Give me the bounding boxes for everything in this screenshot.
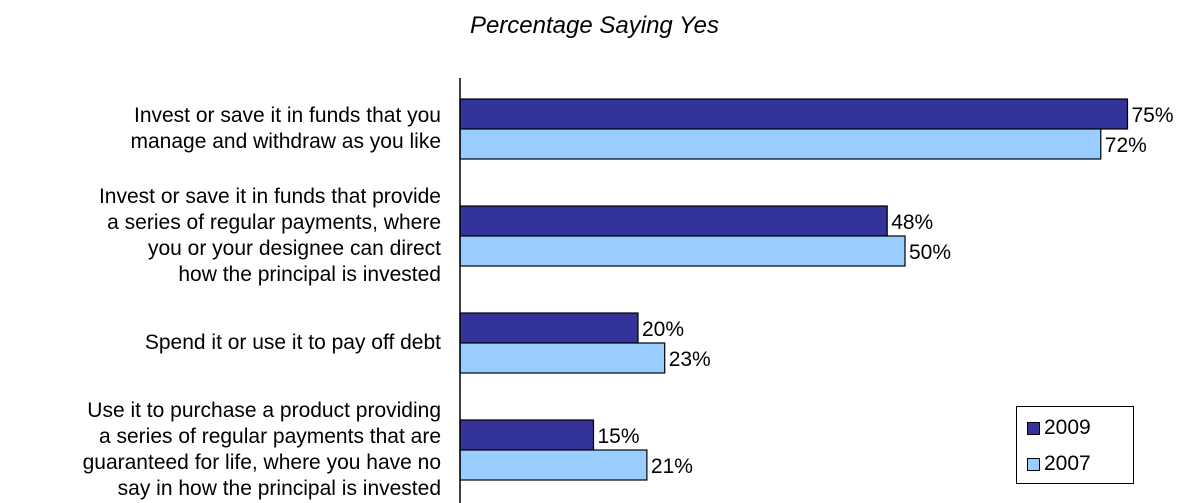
value-label-2009-3: 15% xyxy=(598,425,640,448)
bar-2009-2 xyxy=(459,312,639,344)
category-label-2-line-0: Spend it or use it to pay off debt xyxy=(144,331,441,354)
legend-swatch-2007 xyxy=(1027,457,1040,471)
legend-item-2009: 2009 xyxy=(1027,416,1091,440)
legend-item-2007: 2007 xyxy=(1027,452,1091,476)
category-label-2: Spend it or use it to pay off debt xyxy=(145,330,441,356)
bar-2007-3 xyxy=(459,449,648,481)
category-label-0-line-1: manage and withdraw as you like xyxy=(130,130,441,153)
bars-group xyxy=(459,98,1129,481)
bar-2009-3 xyxy=(459,419,595,451)
value-label-2007-1: 50% xyxy=(909,241,951,264)
legend-label-2007: 2007 xyxy=(1044,452,1091,475)
category-label-3: Use it to purchase a product providing a … xyxy=(83,398,441,502)
category-label-1-line-1: a series of regular payments, where xyxy=(107,211,441,234)
category-label-3-line-0: Use it to purchase a product providing xyxy=(87,399,441,422)
value-label-2007-0: 72% xyxy=(1105,134,1147,157)
value-label-2007-2: 23% xyxy=(669,348,711,371)
value-label-2009-1: 48% xyxy=(891,211,933,234)
value-label-2009-2: 20% xyxy=(642,318,684,341)
category-label-1: Invest or save it in funds that provide a… xyxy=(99,184,441,288)
legend-swatch-2009 xyxy=(1027,421,1040,435)
value-label-2007-3: 21% xyxy=(651,455,693,478)
category-label-1-line-3: how the principal is invested xyxy=(178,263,441,286)
bar-2009-1 xyxy=(459,205,888,237)
chart-title: Percentage Saying Yes xyxy=(469,12,720,39)
bar-2007-1 xyxy=(459,235,906,267)
bar-2007-2 xyxy=(459,342,666,374)
value-label-2009-0: 75% xyxy=(1132,104,1174,127)
category-label-0-line-0: Invest or save it in funds that you xyxy=(133,104,441,127)
legend: 2009 2007 xyxy=(1016,406,1134,484)
category-label-3-line-2: guaranteed for life, where you have no xyxy=(82,451,441,474)
category-label-1-line-2: you or your designee can direct xyxy=(147,237,441,260)
value-labels-group: 75% 48% 20% 15% 72% 50% 23% 21% xyxy=(598,104,1174,478)
category-label-0: Invest or save it in funds that you manag… xyxy=(130,103,441,155)
bar-2009-0 xyxy=(459,98,1129,130)
category-label-3-line-1: a series of regular payments that are xyxy=(98,425,441,448)
bar-2007-0 xyxy=(459,128,1102,160)
category-label-1-line-0: Invest or save it in funds that provide xyxy=(98,185,441,208)
legend-label-2009: 2009 xyxy=(1044,416,1091,439)
category-label-3-line-3: say in how the principal is invested xyxy=(117,477,441,500)
